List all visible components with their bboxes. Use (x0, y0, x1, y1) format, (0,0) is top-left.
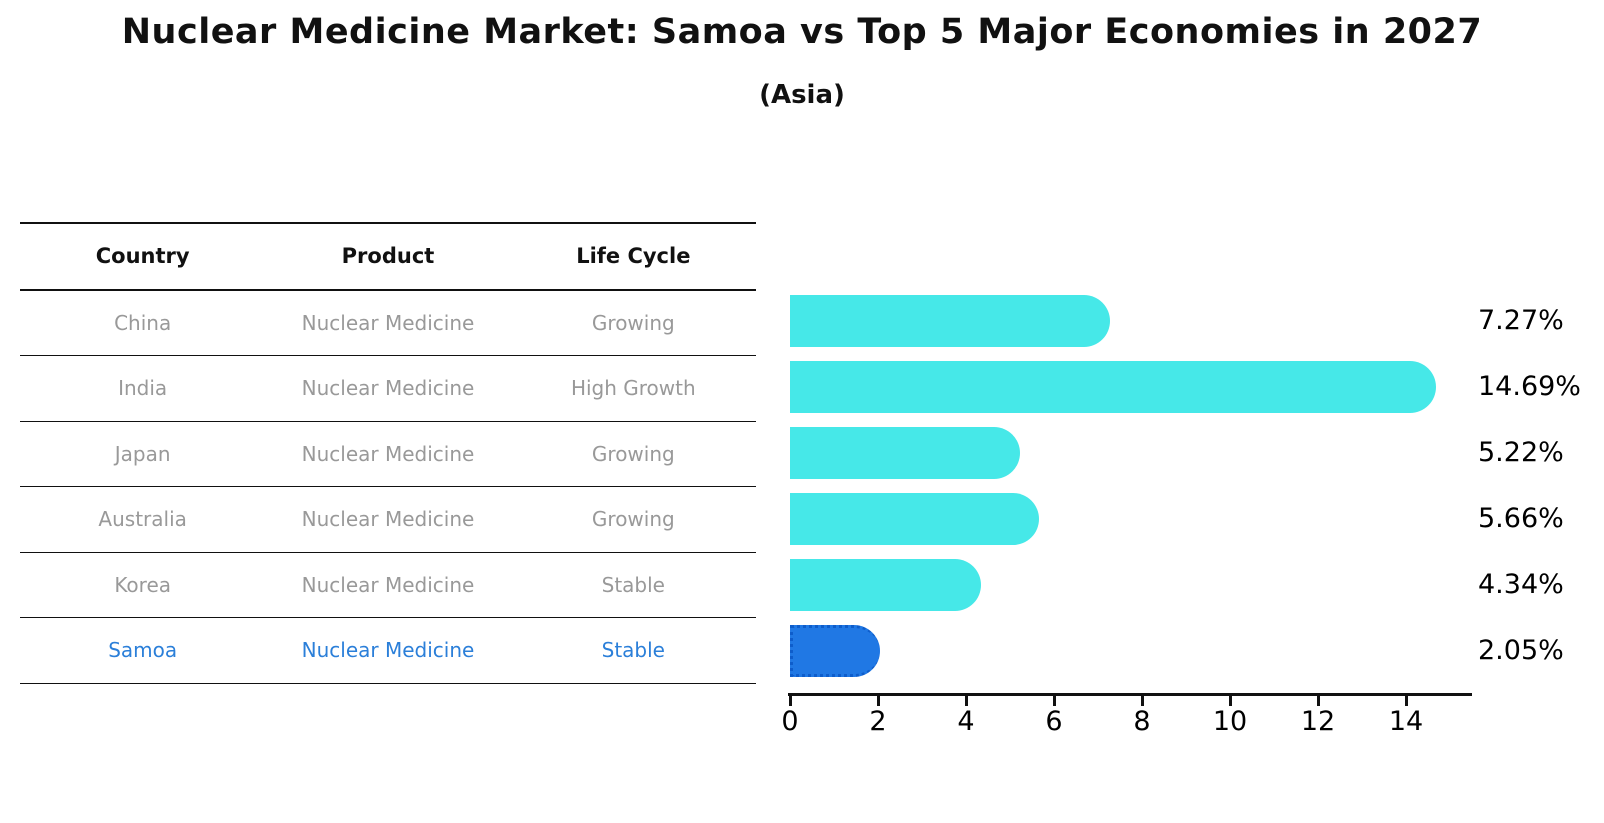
bar-slot: 2.05% (790, 618, 1564, 684)
x-axis-tick-label: 0 (781, 706, 799, 737)
bar-value-label-korea: 4.34% (1478, 569, 1564, 600)
bar-slot: 4.34% (790, 552, 1564, 618)
bar-slot: 5.66% (790, 486, 1564, 552)
table-row-china: China Nuclear Medicine Growing (20, 291, 756, 356)
bar-value-label-japan: 5.22% (1478, 437, 1564, 468)
cell-product: Nuclear Medicine (301, 441, 475, 466)
bar-china[interactable] (790, 295, 1110, 347)
chart-title: Nuclear Medicine Market: Samoa vs Top 5 … (121, 12, 1483, 52)
cell-life-cycle: Growing (591, 310, 675, 335)
table-header-row: Country Product Life Cycle (20, 222, 756, 291)
table-row-samoa: Samoa Nuclear Medicine Stable (20, 618, 756, 684)
table-row-india: India Nuclear Medicine High Growth (20, 356, 756, 422)
cell-country: Japan (114, 441, 171, 466)
x-axis-tick (789, 696, 792, 706)
cell-country: India (118, 376, 168, 401)
chart-subtitle: (Asia) (759, 80, 845, 110)
x-axis-tick-label: 8 (1133, 706, 1151, 737)
cell-country: Korea (114, 572, 172, 597)
table-header-product: Product (341, 244, 435, 269)
cell-product: Nuclear Medicine (301, 376, 475, 401)
x-axis-tick-label: 2 (869, 706, 887, 737)
cell-life-cycle: High Growth (570, 376, 696, 401)
bar-japan[interactable] (790, 427, 1020, 479)
bar-value-label-india: 14.69% (1478, 371, 1581, 402)
x-axis-tick (1317, 696, 1320, 706)
bar-india[interactable] (790, 361, 1437, 413)
cell-product: Nuclear Medicine (301, 310, 475, 335)
x-axis-tick-label: 10 (1212, 706, 1248, 737)
bar-value-label-samoa: 2.05% (1478, 635, 1564, 666)
bar-plot-area: 7.27% 14.69% 5.22% 5.66% 4.34% 2.05% (790, 288, 1581, 684)
cell-life-cycle: Stable (601, 638, 665, 663)
cell-country: Australia (98, 507, 187, 532)
cell-life-cycle: Growing (591, 441, 675, 466)
bar-korea[interactable] (790, 559, 981, 611)
x-axis-tick-label: 6 (1045, 706, 1063, 737)
x-axis-tick (1229, 696, 1232, 706)
cell-country: Samoa (108, 638, 178, 663)
cell-product: Nuclear Medicine (301, 507, 475, 532)
cell-life-cycle: Stable (601, 572, 665, 597)
x-axis-tick-label: 4 (957, 706, 975, 737)
table-row-japan: Japan Nuclear Medicine Growing (20, 422, 756, 487)
cell-product: Nuclear Medicine (301, 638, 475, 663)
table-header-life-cycle: Life Cycle (576, 244, 691, 269)
table-row-australia: Australia Nuclear Medicine Growing (20, 487, 756, 553)
x-axis-tick (1141, 696, 1144, 706)
bar-value-label-australia: 5.66% (1478, 503, 1564, 534)
cell-life-cycle: Growing (591, 507, 675, 532)
bar-value-label-china: 7.27% (1478, 305, 1564, 336)
table-row-korea: Korea Nuclear Medicine Stable (20, 553, 756, 618)
x-axis-tick-label: 12 (1300, 706, 1336, 737)
x-axis-tick (1053, 696, 1056, 706)
x-axis-tick (965, 696, 968, 706)
bar-samoa[interactable] (790, 625, 881, 677)
bar-australia[interactable] (790, 493, 1040, 545)
bar-slot: 14.69% (790, 354, 1581, 420)
x-axis-tick (1405, 696, 1408, 706)
bar-slot: 5.22% (790, 420, 1564, 486)
x-axis-line (788, 693, 1472, 696)
x-axis-tick-label: 14 (1388, 706, 1424, 737)
cell-country: China (114, 310, 172, 335)
table-header-country: Country (95, 244, 190, 269)
x-axis-tick (877, 696, 880, 706)
country-table: Country Product Life Cycle China Nuclear… (20, 222, 756, 684)
bar-slot: 7.27% (790, 288, 1564, 354)
cell-product: Nuclear Medicine (301, 572, 475, 597)
